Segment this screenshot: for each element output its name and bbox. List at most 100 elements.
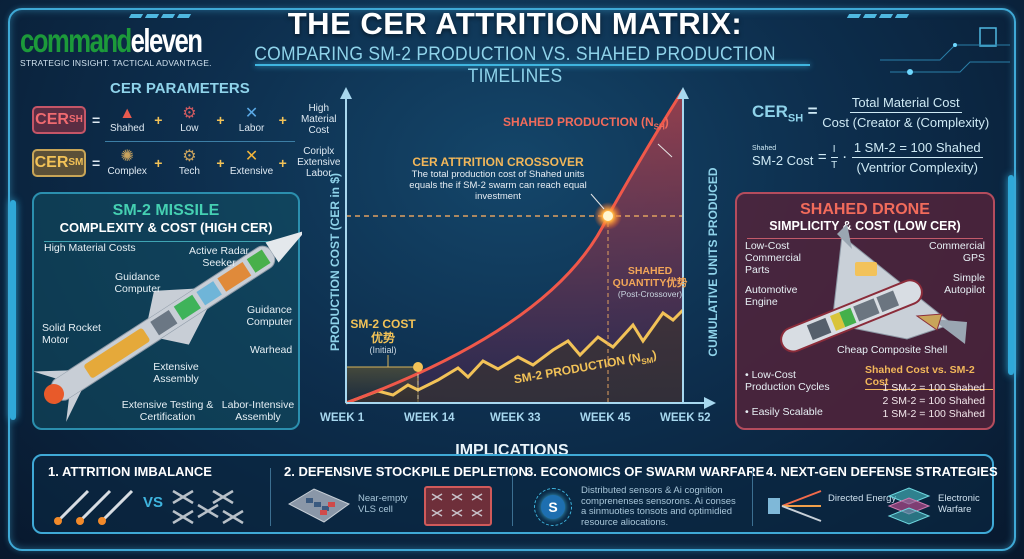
header-deco-dashes	[128, 14, 192, 18]
brand-tagline: STRATEGIC INSIGHT. TACTICAL ADVANTAGE.	[20, 58, 212, 68]
label-labor-intensive-assembly: Labor-Intensive Assembly	[221, 399, 295, 423]
label-low-cost-commercial-parts: Low-Cost Commercial Parts	[745, 240, 802, 276]
x-tick-week-14: WEEK 14	[404, 412, 455, 424]
cer-parameters-title: CER PARAMETERS	[110, 80, 250, 97]
cost-comparison-title: Shahed Cost vs. SM-2 Cost	[865, 364, 993, 390]
sm2-production-line	[345, 308, 685, 405]
shahed-quantity-advantage-annotation: SHAHED QUANTITY优势 (Post-Crossover)	[612, 265, 688, 299]
shahed-panel-divider	[747, 238, 983, 239]
label-guidance-computer-1: Guidance Computer	[114, 271, 161, 295]
swarm-economics-text: Distributed sensors & Ai cognition compr…	[581, 485, 736, 528]
equals-sign: =	[92, 111, 101, 128]
vls-cell-icon	[287, 488, 351, 523]
label-solid-rocket-motor: Solid Rocket Motor	[42, 322, 101, 346]
y-axis-label-left: PRODUCTION COST (CER in $)	[328, 172, 343, 352]
term-complex: ✺ Complex	[107, 148, 147, 177]
directed-energy-label: Directed Energy	[828, 493, 897, 504]
column-divider	[752, 468, 753, 526]
shahed-panel-subtitle: SIMPLICITY & COST (LOW CER)	[769, 219, 961, 233]
cost-comparison-row: 2 SM-2 = 100 Shahed	[882, 395, 985, 407]
plus-sign: +	[216, 111, 225, 128]
implication-stockpile-depletion: 2. DEFENSIVE STOCKPILE DEPLETION Near-em…	[284, 464, 528, 530]
title-underline	[255, 64, 810, 66]
label-active-radar-seeker: Active Radar Seeker	[188, 245, 250, 269]
electronic-warfare-label: Electronic Warfare	[938, 493, 980, 515]
sm2-panel-subtitle: COMPLEXITY & COST (HIGH CER)	[59, 220, 273, 235]
term-shahed: ▲ Shahed	[109, 105, 145, 134]
swarm-network-icon: S	[534, 488, 572, 526]
electronic-warfare-icon	[887, 487, 931, 525]
equals-sign: =	[92, 154, 101, 171]
x-tick-week-1: WEEK 1	[320, 412, 365, 424]
vs-label: VS	[143, 494, 164, 511]
page-title: THE CER ATTRITION MATRIX:	[287, 6, 743, 41]
brand-logo: commandeleven STRATEGIC INSIGHT. TACTICA…	[20, 24, 253, 68]
gear-complex-icon: ✺	[120, 148, 134, 165]
vls-cell-caption: Near-empty VLS cell	[358, 493, 408, 515]
shahed-production-line	[345, 89, 685, 405]
sm2-missile-panel: SM-2 MISSILE COMPLEXITY & COST (HIGH CER…	[32, 192, 302, 430]
sm2-panel-title: SM-2 MISSILE	[112, 202, 220, 219]
implication-next-gen-defense: 4. NEXT-GEN DEFENSE STRATEGIES Directed …	[766, 464, 998, 530]
cer-sm-badge: CER SM	[32, 148, 86, 177]
directed-energy-icon	[768, 490, 822, 522]
term-tech: ⚙ Tech	[178, 148, 200, 177]
label-commercial-gps: Commercial GPS	[928, 240, 985, 264]
label-extensive-assembly: Extensive Assembly	[153, 361, 199, 385]
sm2-panel-divider	[44, 241, 290, 242]
sm2-cost-advantage-annotation: SM-2 COST优势 (Initial)	[350, 317, 416, 355]
cer-sm-row: CER SM = ✺ Complex + ⚙ Tech + ✕ Extensive + …	[32, 146, 345, 179]
y-axis-label-right: CUMULATIVE UNITS PRODUCED	[706, 167, 720, 357]
implications-panel: 1. ATTRITION IMBALANCE VS 2. DEFENSIVE S…	[32, 454, 998, 534]
engine-icon: ⚙	[182, 105, 197, 122]
bullet-easily-scalable: • Easily Scalable	[745, 406, 823, 418]
term-extensive: ✕ Extensive	[229, 148, 274, 177]
label-extensive-testing: Extensive Testing & Certification	[121, 399, 214, 423]
params-divider	[105, 141, 295, 142]
column-divider	[512, 468, 513, 526]
cer-sh-badge: CER SH	[32, 105, 86, 134]
crossover-annotation: CER ATTRITION CROSSOVER The total produc…	[409, 155, 587, 202]
shahed-drone-illustration	[780, 224, 967, 353]
label-warhead: Warhead	[250, 344, 293, 356]
header-deco-dashes-right	[846, 14, 910, 18]
label-high-material-costs: High Material Costs	[44, 242, 136, 254]
term-high-material-cost: High Material Cost	[300, 103, 337, 136]
x-tick-week-52: WEEK 52	[660, 412, 711, 424]
plus-sign: +	[154, 154, 163, 171]
x-tick-week-45: WEEK 45	[580, 412, 631, 424]
header: THE CER ATTRITION MATRIX: COMPARING SM-2…	[215, 6, 815, 88]
cost-comparison-row: 1 SM-2 = 100 Shahed	[882, 408, 985, 420]
term-low: ⚙ Low	[180, 105, 199, 134]
plus-sign: +	[216, 154, 225, 171]
cer-sh-formula: CERSH = Total Material Cost Cost (Creator…	[752, 95, 990, 130]
cost-comparison-row: 1 SM-2 = 100 Shahed	[882, 382, 985, 394]
implication-attrition-imbalance: 1. ATTRITION IMBALANCE VS	[48, 464, 273, 530]
chart-plot-area	[340, 87, 716, 409]
brand-name-green: command	[20, 22, 132, 59]
left-accent-bar	[10, 200, 16, 420]
term-extensive-labor: Coriplx Extensive Labor	[297, 146, 341, 179]
shahed-area	[346, 90, 683, 403]
cer-crossover-chart: PRODUCTION COST (CER in $) CUMULATIVE UN…	[318, 85, 720, 435]
x-tick-week-33: WEEK 33	[490, 412, 541, 424]
bullet-low-cost-cycles: • Low-Cost Production Cycles	[745, 369, 830, 393]
drone-icon: ▲	[119, 105, 136, 122]
cer-sh-row: CER SH = ▲ Shahed + ⚙ Low + ✕ Labor + High M…	[32, 103, 345, 136]
shahed-series-label: SHAHED PRODUCTION (NSH)	[503, 115, 669, 132]
missiles-vs-drones-icon	[54, 489, 244, 525]
shahed-drone-panel: SHAHED DRONE SIMPLICITY & COST (LOW CER)…	[735, 192, 995, 430]
plus-sign: +	[278, 154, 287, 171]
term-labor: ✕ Labor	[238, 105, 265, 134]
brand-name-white: eleven	[130, 22, 203, 59]
shahed-panel-title: SHAHED DRONE	[800, 201, 930, 218]
label-guidance-computer-2: Guidance Computer	[246, 304, 293, 328]
drone-swarm-icon	[424, 486, 492, 526]
plus-sign: +	[278, 111, 287, 128]
label-simple-autopilot: Simple Autopilot	[944, 272, 985, 296]
gear-tech-icon: ⚙	[182, 148, 197, 165]
wrench-icon: ✕	[244, 148, 259, 165]
week14-point	[413, 362, 423, 372]
tools-icon: ✕	[244, 105, 259, 122]
